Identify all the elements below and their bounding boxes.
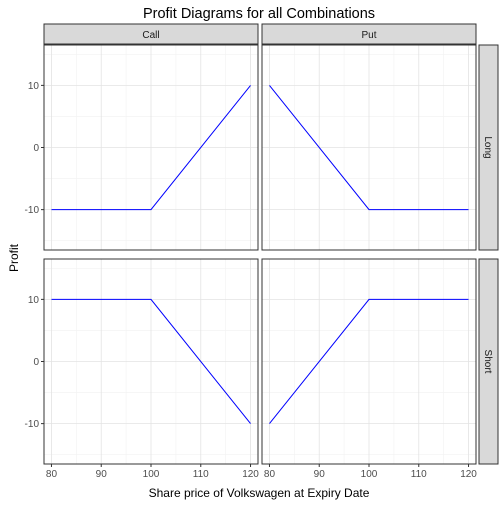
x-tick-label: 100 (361, 469, 378, 480)
facet-strip-long: Long (479, 45, 498, 250)
x-tick-label: 110 (411, 469, 427, 480)
y-tick-label: 10 (28, 81, 40, 92)
y-tick-label: -10 (25, 205, 40, 216)
x-tick-label: 120 (242, 469, 259, 480)
x-tick-label: 80 (46, 469, 58, 480)
x-tick-label: 120 (460, 469, 477, 480)
facet-strip-label: Call (142, 30, 159, 41)
x-axis-label: Share price of Volkswagen at Expiry Date (149, 486, 370, 500)
x-tick-label: 90 (96, 469, 108, 480)
x-tick-label: 110 (193, 469, 209, 480)
facet-strip-label: Put (361, 30, 376, 41)
y-tick-label: 0 (33, 357, 39, 368)
panel-short-put: 80 90 100 110 120 (262, 259, 477, 480)
facet-strip-label: Short (482, 350, 493, 374)
x-tick-label: 90 (314, 469, 326, 480)
panels-layer: Call Put Long Short -10 0 10 -10 0 10 80 90 100 110 12… (25, 24, 498, 480)
facet-strip-short: Short (479, 259, 498, 464)
x-tick-label: 100 (143, 469, 160, 480)
facet-strip-label: Long (482, 136, 493, 158)
x-tick-label: 80 (264, 469, 276, 480)
y-tick-label: 0 (33, 143, 39, 154)
panel-long-call: -10 0 10 (25, 45, 258, 250)
y-tick-label: 10 (28, 295, 40, 306)
chart-title: Profit Diagrams for all Combinations (143, 6, 375, 22)
panel-long-put (262, 45, 476, 250)
facet-strip-call: Call (44, 24, 258, 44)
y-tick-label: -10 (25, 419, 40, 430)
y-axis-label: Profit (7, 243, 21, 272)
facet-strip-put: Put (262, 24, 476, 44)
panel-short-call: -10 0 10 80 90 100 110 120 (25, 259, 260, 480)
